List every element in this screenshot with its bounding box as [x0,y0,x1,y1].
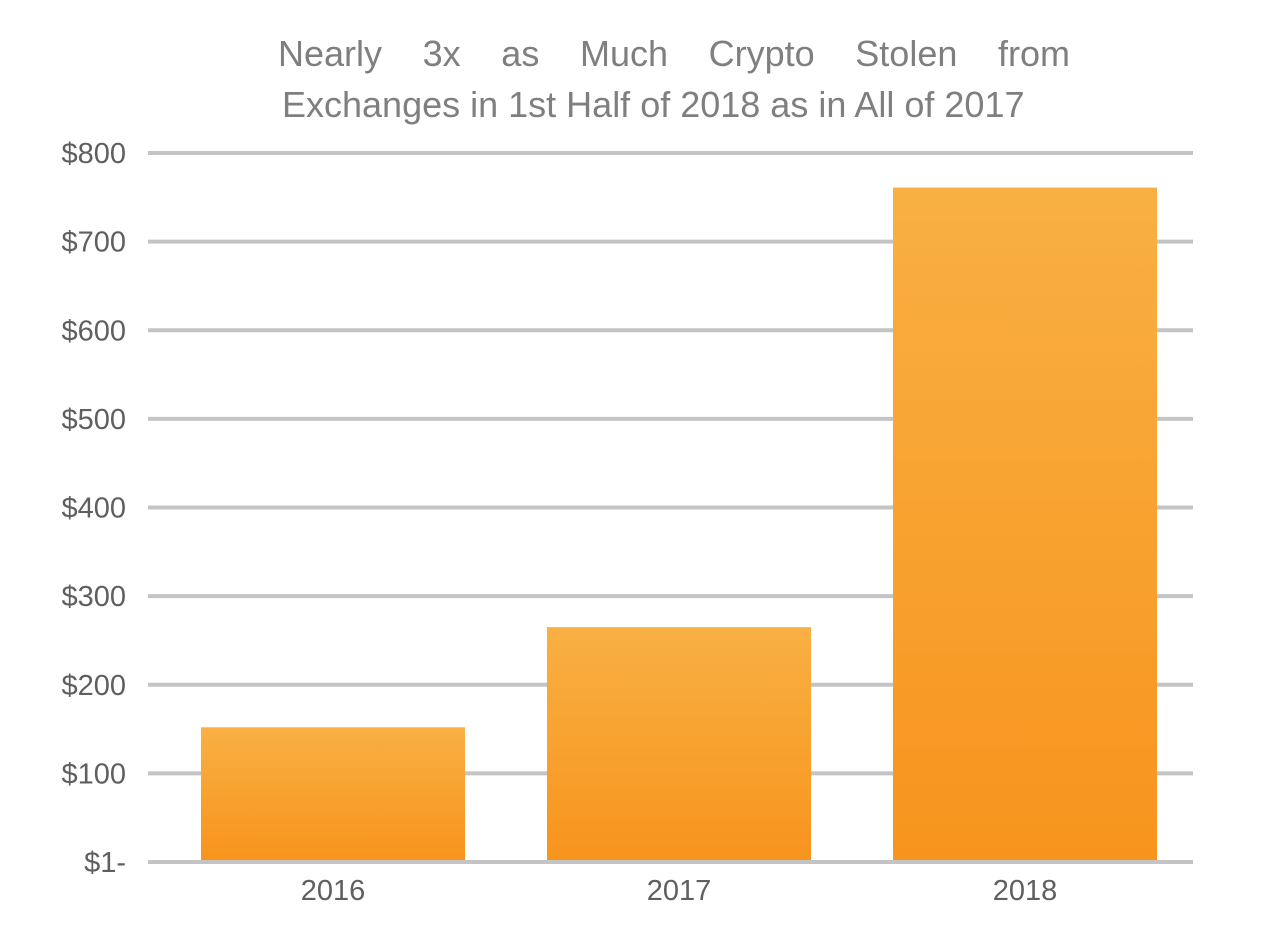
y-tick-label: $200 [61,670,126,702]
bars [201,187,1157,861]
chart-title: Nearly 3x as Much Crypto Stolen from Exc… [270,28,1080,130]
y-axis-tick-labels: $1- $100 $200 $300 $400 $500 $600 $700 $800 [61,138,126,879]
bar-2016 [201,727,465,860]
x-tick-label-2017: 2017 [647,875,712,907]
chart-title-line-2: Exchanges in 1st Half of 2018 as in All … [282,84,1025,125]
bar-2017 [547,627,811,860]
y-tick-label: $400 [61,493,126,525]
y-tick-label: $500 [61,404,126,436]
x-tick-label-2016: 2016 [301,875,366,907]
chart-title-line-1: Nearly 3x as Much Crypto Stolen from [278,33,1070,74]
bar-2018 [893,187,1157,861]
y-tick-label: $100 [61,758,126,790]
y-tick-label: $700 [61,227,126,259]
y-tick-label: $800 [61,138,126,170]
x-tick-label-2018: 2018 [993,875,1058,907]
y-tick-label: $300 [61,581,126,613]
x-axis-tick-labels: 2016 2017 2018 [301,875,1058,907]
y-tick-label: $1- [84,847,126,879]
y-tick-label: $600 [61,315,126,347]
